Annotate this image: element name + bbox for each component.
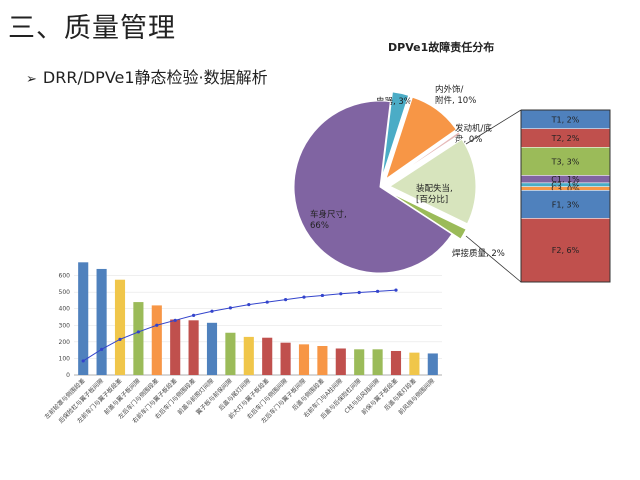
bar (133, 302, 143, 375)
y-tick-label: 500 (59, 289, 71, 296)
pareto-point (118, 338, 121, 341)
y-tick-label: 200 (59, 339, 71, 346)
bar (262, 338, 272, 375)
bar (97, 269, 107, 375)
bar (428, 353, 438, 375)
x-tick-label: 后盖与尾灯间隙 (217, 377, 252, 412)
bar (373, 349, 383, 375)
pareto-point (82, 359, 85, 362)
y-tick-label: 0 (66, 372, 70, 379)
pareto-point (137, 330, 140, 333)
pareto-point (210, 310, 213, 313)
y-tick-label: 400 (59, 306, 71, 313)
pareto-point (100, 348, 103, 351)
y-tick-label: 300 (59, 322, 71, 329)
pareto-point (376, 290, 379, 293)
bar (189, 320, 199, 375)
pareto-point (339, 292, 342, 295)
pareto-point (266, 300, 269, 303)
pareto-point (155, 324, 158, 327)
pareto-point (174, 319, 177, 322)
pareto-point (192, 314, 195, 317)
pareto-point (321, 294, 324, 297)
bar (170, 319, 180, 375)
bar (317, 346, 327, 375)
pareto-point (358, 291, 361, 294)
bar (115, 280, 125, 375)
bar (207, 323, 217, 375)
bar (354, 349, 364, 375)
bar (299, 344, 309, 375)
pareto-point (302, 296, 305, 299)
bar (281, 343, 291, 375)
bar (336, 348, 346, 375)
pareto-point (247, 303, 250, 306)
y-tick-label: 600 (59, 273, 71, 280)
bar (152, 305, 162, 375)
x-tick-label: 后盖与尾灯段差 (382, 377, 417, 412)
bar (409, 353, 419, 375)
pareto-point (394, 289, 397, 292)
pareto-point (284, 298, 287, 301)
x-tick-label: 后盖与侧围段差 (290, 377, 325, 412)
bar (391, 351, 401, 375)
bar (244, 337, 254, 375)
y-tick-label: 100 (59, 355, 71, 362)
pareto-point (229, 306, 232, 309)
bar (225, 333, 235, 375)
